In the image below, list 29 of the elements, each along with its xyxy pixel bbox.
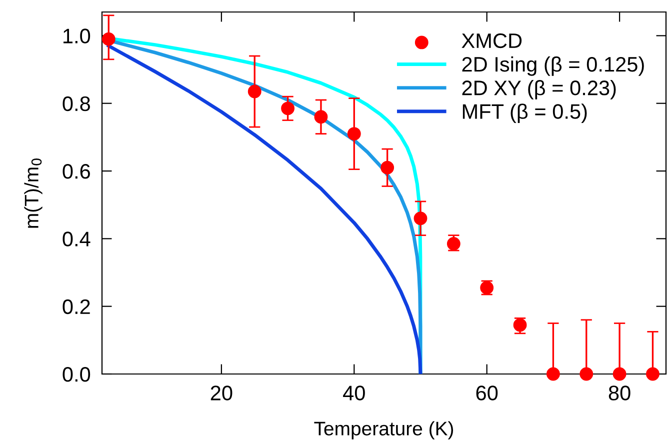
y-tick-label: 0.8 xyxy=(62,96,90,112)
point xyxy=(314,110,328,124)
point xyxy=(612,367,626,381)
point xyxy=(580,367,594,381)
point xyxy=(281,102,294,116)
y-axis-title: m(T)/m$_{0}$ xyxy=(24,158,42,228)
y-tick-label: 1.0 xyxy=(64,28,90,44)
x-tick-label: 80 xyxy=(608,386,630,400)
legend-label: 2D XY (β = 0.23) xyxy=(462,80,616,100)
x-tick-label: 40 xyxy=(343,386,365,400)
point xyxy=(446,237,460,250)
x-tick-label: 60 xyxy=(476,386,498,400)
point xyxy=(414,212,428,226)
legend-label: 2D Ising (β = 0.125) xyxy=(462,56,644,76)
point xyxy=(102,32,116,46)
x-tick-label: 20 xyxy=(210,386,232,400)
point xyxy=(380,160,394,174)
x-axis-title: Temperature (K) xyxy=(314,421,454,440)
y-tick-label: 0.2 xyxy=(62,299,90,314)
point xyxy=(248,84,262,98)
point xyxy=(646,367,660,381)
legend-label: XMCD xyxy=(462,33,522,48)
y-tick-label: 0.6 xyxy=(62,164,90,179)
y-tick-label: 0.4 xyxy=(62,232,90,246)
point xyxy=(347,127,361,141)
point xyxy=(546,367,560,381)
legend-label: MFT (β = 0.5) xyxy=(462,104,587,124)
y-tick-label: 0.0 xyxy=(62,367,90,382)
point xyxy=(513,318,527,332)
